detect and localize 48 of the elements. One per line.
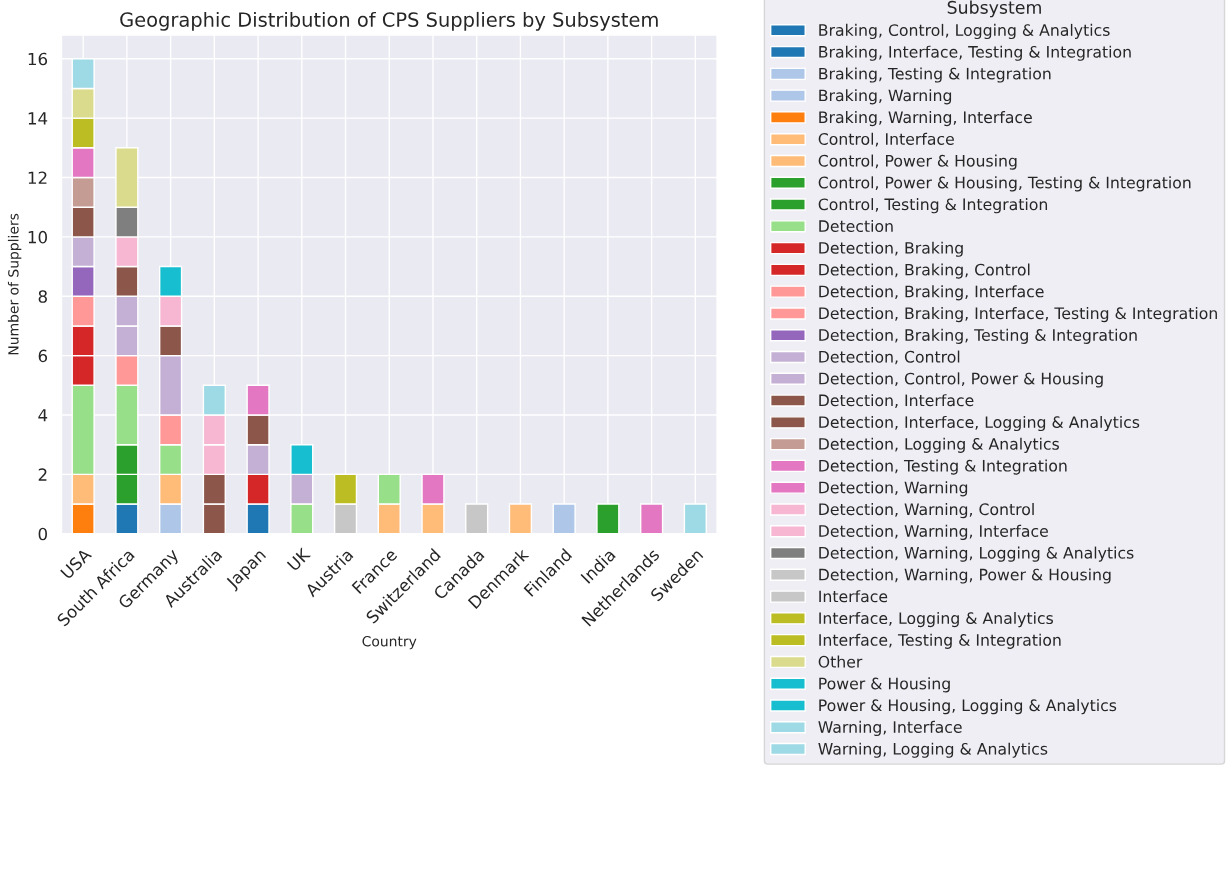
y-tick-label: 14 [28,112,48,125]
legend-label: Detection, Braking, Testing & Integration [819,328,1137,344]
legend-label: Detection, Control, Power & Housing [819,372,1103,388]
x-tick-label: USA [60,547,93,580]
y-tick-label: 6 [38,349,48,363]
y-tick-label: 16 [28,52,48,66]
legend-label: Braking, Warning, Interface [819,110,1032,127]
x-axis-title: Country [362,635,417,650]
legend-label: Power & Housing [819,677,950,693]
legend-label: Detection, Braking, Control [819,263,1030,279]
y-tick-label: 8 [38,290,47,303]
legend-label: Interface, Logging & Analytics [819,611,1053,628]
legend-label: Power & Housing, Logging & Analytics [819,699,1117,715]
legend-label: Detection, Warning, Interface [819,524,1048,541]
legend-label: Braking, Control, Logging & Analytics [819,23,1110,40]
y-tick-label: 12 [28,171,47,184]
legend-label: Detection, Braking, Interface, Testing & Integration [819,307,1217,323]
legend-label: Detection, Testing & Integration [819,459,1067,475]
legend-label: Control, Power & Housing, Testing & Integration [818,176,1191,192]
legend-label: Detection, Warning [819,481,968,497]
legend-label: Detection, Control [819,350,960,365]
y-axis-title: Number of Suppliers [7,213,22,355]
legend-label: Detection, Logging & Analytics [819,437,1059,453]
legend-label: Interface, Testing & Integration [819,633,1061,649]
legend-label: Warning, Logging & Analytics [818,742,1048,758]
legend-label: Detection, Braking, Interface [819,285,1044,301]
legend-label: Interface [819,590,888,603]
legend-label: Braking, Testing & Integration [819,67,1051,83]
legend-label: Control, Testing & Integration [818,198,1048,214]
legend-label: Detection, Warning, Logging & Analytics [819,546,1134,562]
legend-label: Detection, Braking [819,241,963,257]
legend-label: Warning, Interface [818,720,962,737]
y-tick-label: 0 [38,527,47,541]
y-tick-label: 4 [38,409,48,422]
chart-title: Geographic Distribution of CPS Suppliers by Subsystem [120,11,658,31]
legend-label: Control, Interface [818,132,954,147]
legend-label: Other [818,655,863,668]
legend-label: Detection, Interface [819,394,974,408]
legend-label: Braking, Warning [819,89,952,105]
legend-title: Subsystem [947,0,1041,18]
y-tick-label: 2 [38,468,47,481]
legend-label: Detection [819,219,893,233]
legend-label: Detection, Warning, Power & Housing [819,568,1111,584]
legend-label: Control, Power & Housing [818,154,1017,170]
legend-label: Detection, Warning, Control [819,503,1034,519]
legend-label: Braking, Interface, Testing & Integration [819,45,1131,61]
y-tick-label: 10 [28,230,47,244]
legend-label: Detection, Interface, Logging & Analytics [819,415,1140,432]
